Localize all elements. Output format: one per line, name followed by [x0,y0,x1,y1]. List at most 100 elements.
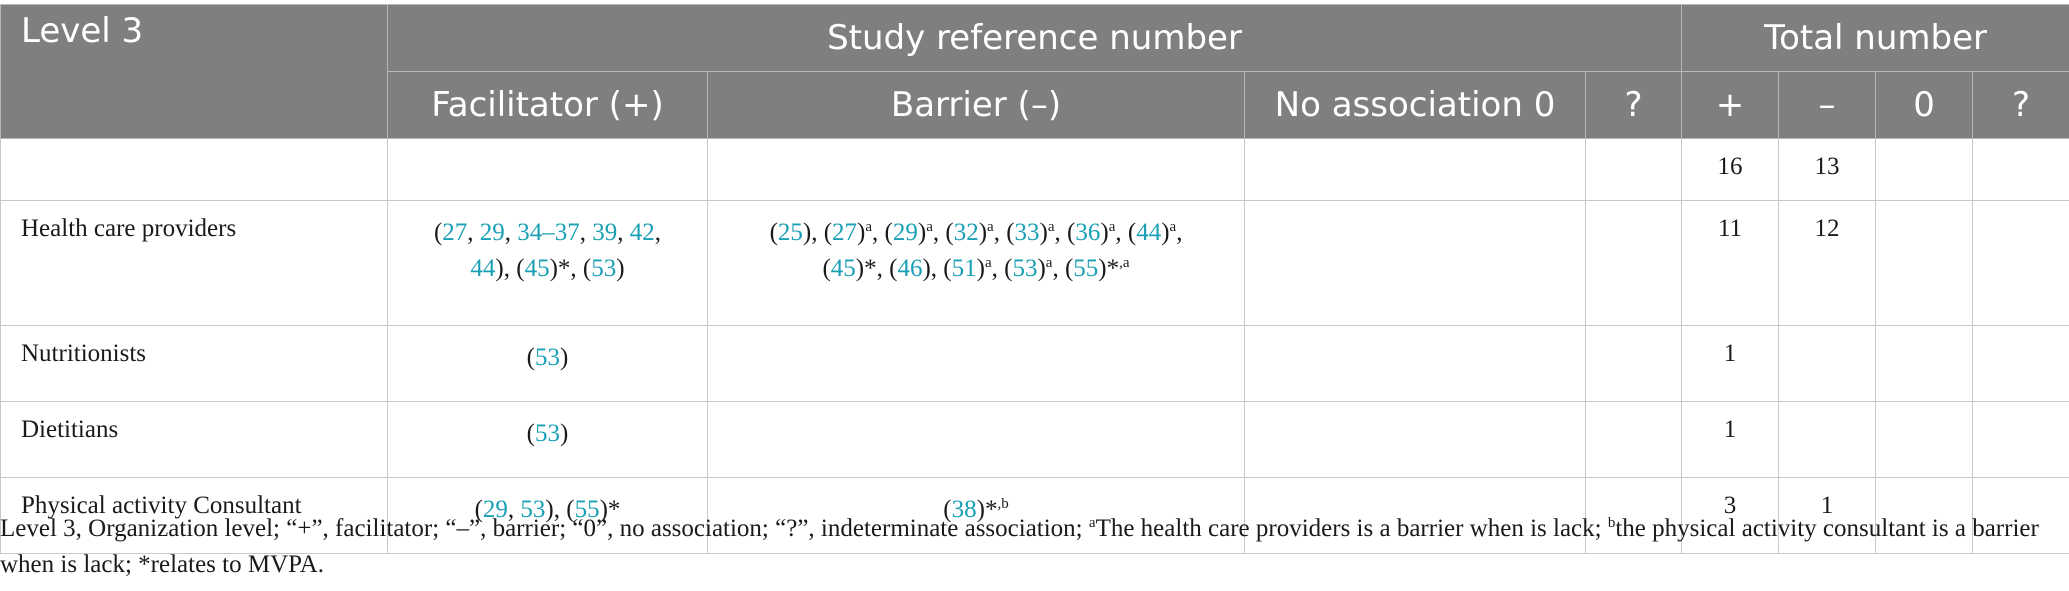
text-segment: ) [976,255,985,282]
total-number-header: Total number [1681,4,2069,72]
reference-link[interactable]: 25 [777,219,803,246]
table-container: Level 3 Study reference number Total num… [0,4,2069,554]
facilitator-cell: (53) [387,401,708,478]
text-segment: , [617,219,630,246]
total-zero-cell [1875,477,1974,554]
total-plus-cell: 1 [1681,325,1780,402]
text-segment: ) [560,344,569,371]
reference-link[interactable]: 34–37 [517,219,580,246]
footnote-marker: b [1607,515,1616,531]
indeterminate-cell [1584,200,1683,326]
facilitator-cell [387,138,708,201]
reference-link[interactable]: 33 [1014,219,1040,246]
reference-link[interactable]: 38 [951,496,977,523]
total-minus-cell: 12 [1778,200,1877,326]
reference-link[interactable]: 51 [951,255,977,282]
reference-link[interactable]: 45 [830,255,856,282]
study-table: Level 3 Study reference number Total num… [0,4,2069,554]
total-zero-cell [1875,138,1974,201]
reference-link[interactable]: 46 [897,255,923,282]
table-row: Dietitians (53) 1 [0,401,2069,478]
row-label: Health care providers [0,200,388,326]
total-zero-cell [1875,325,1974,402]
header-row-1: Level 3 Study reference number Total num… [0,4,2069,139]
text-segment: ), ( [545,496,575,523]
total-minus-cell [1778,325,1877,402]
text-segment: ), ( [922,255,952,282]
barrier-cell [707,401,1245,478]
footnote-marker: a [1108,219,1116,235]
reference-link[interactable]: 53 [520,496,546,523]
reference-link[interactable]: 42 [629,219,655,246]
reference-link[interactable]: 27 [832,219,858,246]
text-segment: , ( [932,219,954,246]
reference-link[interactable]: 44 [470,255,496,282]
text-segment: the physical activity consultant is a ba… [0,515,2039,578]
barrier-cell: (25), (27)a, (29)a, (32)a, (33)a, (36)a,… [707,200,1245,326]
total-indeterminate-cell [1972,138,2069,201]
text-segment: , ( [872,219,893,246]
text-segment: , [507,496,521,523]
row-label: Dietitians [0,401,388,478]
reference-link[interactable]: 29 [479,219,505,246]
text-segment: ) [1100,219,1109,246]
reference-link[interactable]: 53 [535,344,560,371]
text-segment: , ( [1052,255,1074,282]
text-segment: ) [1037,255,1046,282]
text-segment: , [1176,219,1183,246]
text-segment: ( [433,219,443,246]
reference-link[interactable]: 39 [592,219,618,246]
total-indeterminate-cell [1972,401,2069,478]
no-association-cell [1244,325,1586,402]
text-segment: , ( [991,255,1013,282]
text-segment: ) [1161,219,1170,246]
reference-link[interactable]: 55 [574,496,600,523]
reference-link[interactable]: 53 [1012,255,1038,282]
row-label [0,138,388,201]
facilitator-cell: (53) [387,325,708,402]
table-row: Health care providers (27, 29, 34–37, 39… [0,200,2069,326]
reference-link[interactable]: 29 [892,219,918,246]
total-minus-header: – [1778,71,1877,139]
barrier-header: Barrier (–) [707,71,1245,139]
barrier-cell: (38)*,b [707,477,1245,554]
reference-link[interactable]: 36 [1075,219,1101,246]
text-segment: , ( [993,219,1015,246]
facilitator-cell: (29, 53), (55)* [387,477,708,554]
reference-link[interactable]: 45 [524,255,550,282]
text-segment: , [579,219,593,246]
reference-link[interactable]: 32 [953,219,979,246]
footnote-marker: a [1088,515,1096,531]
text-segment: ( [526,344,535,371]
facilitator-header: Facilitator (+) [387,71,708,139]
footnote-marker: a [984,255,992,271]
table-row: Physical activity Consultant (29, 53), (… [0,477,2069,554]
text-segment: ) [560,420,569,447]
footnote-marker: a [865,219,873,235]
footnote-marker: a [1169,219,1177,235]
text-segment: )* [976,496,998,523]
total-zero-cell [1875,200,1974,326]
reference-link[interactable]: 44 [1136,219,1162,246]
footnote-marker: a [1045,255,1053,271]
barrier-cell [707,325,1245,402]
total-plus-header: + [1681,71,1780,139]
reference-link[interactable]: 55 [1073,255,1099,282]
total-indeterminate-cell [1972,477,2069,554]
total-zero-header: 0 [1875,71,1974,139]
total-plus-cell: 3 [1681,477,1780,554]
reference-link[interactable]: 53 [591,255,617,282]
table-row: 16 13 [0,138,2069,201]
footnote-marker: a [926,219,933,235]
text-segment: , ( [1115,219,1137,246]
text-segment: Level 3, Organization level; “+”, facili… [0,515,1089,542]
reference-link[interactable]: 29 [482,496,508,523]
text-segment: , ( [1054,219,1076,246]
text-segment: The health care providers is a barrier w… [1095,515,1608,542]
reference-link[interactable]: 53 [535,420,560,447]
reference-link[interactable]: 27 [442,219,468,246]
facilitator-cell: (27, 29, 34–37, 39, 42, 44), (45)*, (53) [387,200,708,326]
indeterminate-cell [1584,325,1683,402]
text-segment: ( [822,255,831,282]
row-label: Nutritionists [0,325,388,402]
